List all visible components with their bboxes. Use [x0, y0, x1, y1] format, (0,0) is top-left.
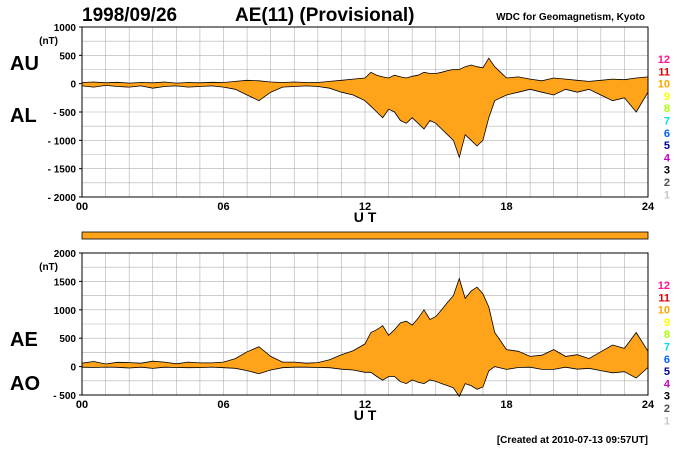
au-al-y-ticks: 1000 500 0 - 500 - 1000 - 1500 - 2000 — [48, 23, 82, 204]
station-number: 7 — [664, 116, 670, 128]
source-label: WDC for Geomagnetism, Kyoto — [496, 12, 645, 23]
y-tick-label: 0 — [70, 80, 76, 91]
ae-ao-x-label: U T — [354, 407, 377, 423]
station-number: 7 — [664, 342, 670, 354]
ae-ao-panel: 2000 1500 1000 500 0 - 500 00 06 12 18 24 (nT) U … — [10, 249, 655, 423]
x-tick-label: 00 — [76, 399, 88, 411]
ae-series-line — [81, 277, 649, 365]
x-tick-label: 12 — [359, 201, 371, 213]
x-tick-label: 24 — [642, 399, 655, 411]
y-tick-label: - 1000 — [48, 136, 77, 147]
ae-ao-y-ticks: 2000 1500 1000 500 0 - 500 — [53, 249, 82, 402]
au-al-unit: (nT) — [39, 36, 58, 47]
y-tick-label: 0 — [70, 363, 76, 374]
x-tick-label: 06 — [217, 399, 229, 411]
x-tick-label: 18 — [500, 201, 512, 213]
station-number: 6 — [664, 354, 670, 366]
au-label: AU — [10, 53, 39, 75]
station-number: 8 — [664, 103, 670, 115]
created-timestamp: [Created at 2010-07-13 09:57UT] — [497, 435, 648, 446]
ae-label: AE — [10, 329, 38, 351]
station-number: 8 — [664, 329, 670, 341]
station-number: 10 — [658, 305, 670, 317]
data-coverage-bar — [81, 231, 649, 240]
y-tick-label: 500 — [59, 51, 76, 62]
station-number: 6 — [664, 128, 670, 140]
station-number: 10 — [658, 79, 670, 91]
al-label: AL — [10, 105, 37, 127]
au-al-x-label: U T — [354, 209, 377, 225]
station-number: 9 — [664, 91, 670, 103]
station-number: 12 — [658, 280, 670, 292]
al-series-line — [81, 84, 649, 159]
au-al-x-ticks: 00 06 12 18 24 — [76, 201, 655, 213]
y-tick-label: 500 — [59, 334, 76, 345]
ae-ao-x-ticks: 00 06 12 18 24 — [76, 399, 655, 411]
station-number: 11 — [658, 292, 670, 304]
x-tick-label: 12 — [359, 399, 371, 411]
station-number: 4 — [664, 378, 671, 390]
station-number: 1 — [664, 415, 670, 427]
ae-ao-frame — [81, 252, 649, 396]
au-series-line — [81, 57, 649, 84]
ae-ao-grid — [82, 253, 648, 395]
ae-ao-unit: (nT) — [39, 262, 58, 273]
date-title: 1998/09/26 — [82, 5, 177, 26]
ae-ao-area — [81, 277, 649, 398]
ae-ao-fill — [82, 278, 648, 397]
y-tick-label: - 500 — [53, 108, 76, 119]
station-number: 2 — [664, 403, 670, 415]
station-number: 5 — [664, 140, 670, 152]
au-al-grid — [82, 27, 648, 197]
station-number: 9 — [664, 317, 670, 329]
au-al-area — [81, 57, 649, 159]
station-number: 12 — [658, 54, 670, 66]
station-number: 2 — [664, 177, 670, 189]
x-tick-label: 00 — [76, 201, 88, 213]
x-tick-label: 24 — [642, 201, 655, 213]
x-tick-label: 06 — [217, 201, 229, 213]
au-al-fill — [82, 58, 648, 158]
station-number: 4 — [664, 152, 671, 164]
y-tick-label: 1000 — [54, 306, 77, 317]
station-number: 3 — [664, 391, 670, 403]
station-number: 11 — [658, 66, 670, 78]
au-al-panel: 1000 500 0 - 500 - 1000 - 1500 - 2000 00 06 12 18… — [10, 23, 655, 225]
x-tick-label: 18 — [500, 399, 512, 411]
y-tick-label: - 500 — [53, 391, 76, 402]
station-number: 3 — [664, 165, 670, 177]
y-tick-label: - 2000 — [48, 193, 77, 204]
y-tick-label: 2000 — [54, 249, 77, 260]
y-tick-label: - 1500 — [48, 165, 77, 176]
index-title: AE(11) (Provisional) — [235, 5, 415, 26]
y-tick-label: 1000 — [54, 23, 77, 34]
station-number: 1 — [664, 189, 670, 201]
ao-label: AO — [10, 373, 40, 395]
ao-series-line — [81, 366, 649, 398]
station-number: 5 — [664, 366, 670, 378]
y-tick-label: 1500 — [54, 277, 77, 288]
